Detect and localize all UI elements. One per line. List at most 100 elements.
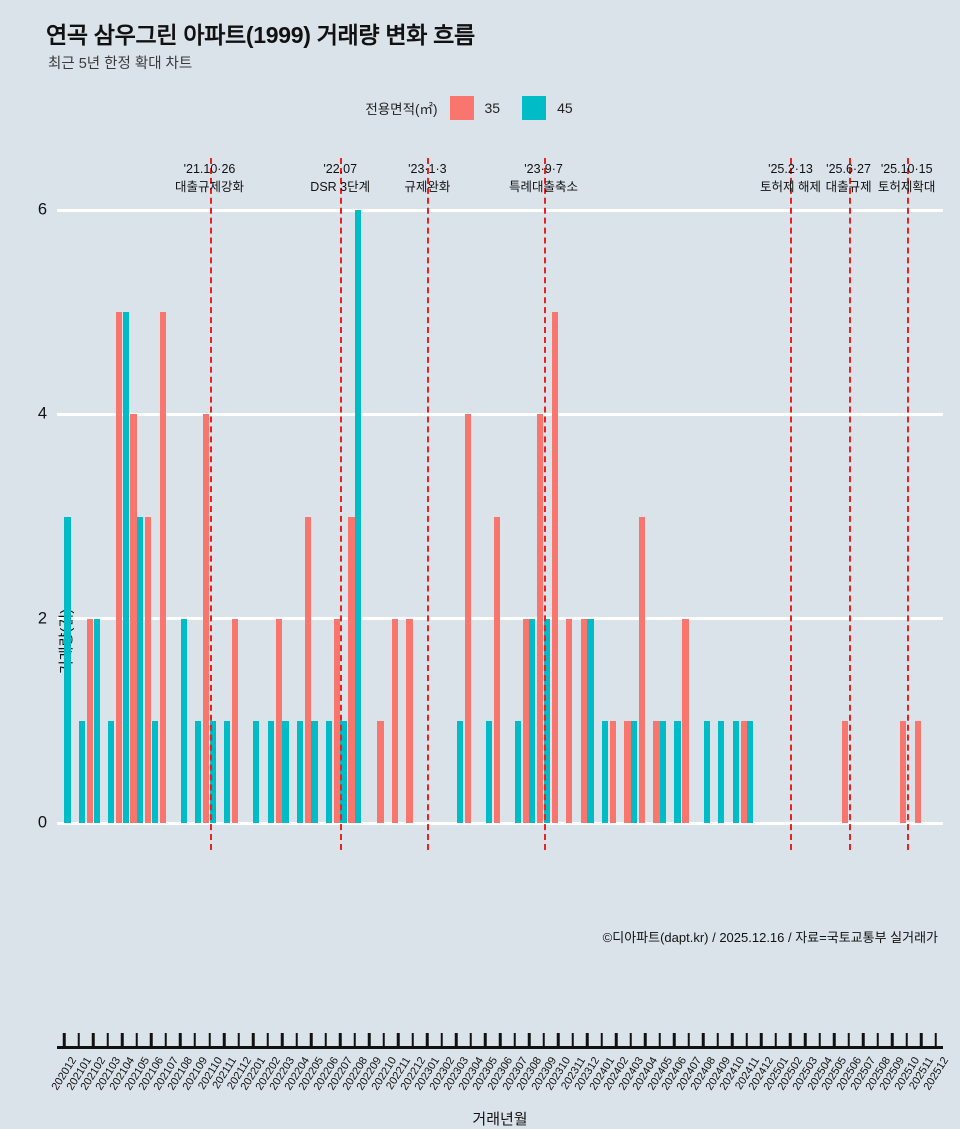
bar-202207-35[interactable] [333, 618, 341, 823]
bar-202306-35[interactable] [493, 516, 500, 823]
x-axis-tick [585, 1033, 589, 1049]
event-date: '23·1·3 [408, 162, 447, 176]
bar-202206-45[interactable] [325, 720, 333, 823]
bar-202403-45[interactable] [630, 720, 638, 823]
legend-swatch-35-icon [449, 96, 474, 120]
bar-202309-45[interactable] [543, 618, 550, 823]
bar-202404-35[interactable] [638, 516, 646, 823]
x-axis-tick [397, 1033, 400, 1049]
bar-202202-45[interactable] [267, 720, 274, 823]
x-axis-tick [382, 1033, 386, 1049]
x-axis-tick [368, 1033, 371, 1049]
bar-202308-35[interactable] [522, 618, 529, 823]
bar-202407-35[interactable] [682, 618, 689, 823]
x-axis-title: 거래년월 [472, 1111, 528, 1128]
event-label-202506: '25.6·27 대출규제 [826, 160, 872, 196]
legend-item-45[interactable]: 45 [522, 96, 573, 120]
gridline [57, 821, 943, 825]
bar-202205-45[interactable] [311, 720, 318, 823]
bar-202107-35[interactable] [159, 312, 166, 823]
x-axis-tick [353, 1033, 356, 1049]
x-axis-tick [150, 1033, 153, 1049]
x-axis-tick [760, 1033, 763, 1049]
x-axis-tick [687, 1033, 691, 1049]
bar-202112-35[interactable] [232, 618, 239, 823]
bar-202108-45[interactable] [180, 618, 187, 823]
x-axis-tick [556, 1033, 560, 1049]
bar-202210-35[interactable] [377, 720, 384, 823]
event-name: 규제완화 [404, 180, 451, 194]
bar-202405-45[interactable] [659, 720, 667, 823]
bar-202409-45[interactable] [718, 720, 725, 823]
bar-202111-45[interactable] [224, 720, 231, 823]
bar-202405-35[interactable] [653, 720, 660, 823]
bar-202312-45[interactable] [587, 618, 594, 823]
bar-202201-45[interactable] [253, 720, 260, 823]
bar-202411-45[interactable] [747, 720, 754, 823]
x-axis-tick [77, 1033, 81, 1049]
bar-202406-45[interactable] [674, 720, 681, 823]
x-axis-tick [629, 1033, 632, 1049]
bar-202207-45[interactable] [340, 720, 347, 823]
footer-credit: ©디아파트(dapt.kr) / 2025.12.16 / 자료=국토교통부 실… [602, 930, 938, 945]
bar-202402-35[interactable] [609, 720, 616, 823]
x-axis-tick [121, 1033, 124, 1049]
bar-202101-45[interactable] [78, 720, 86, 823]
bar-202109-45[interactable] [195, 720, 202, 823]
bar-202312-35[interactable] [580, 618, 587, 823]
bar-202303-45[interactable] [456, 720, 463, 823]
y-axis-tick-label: 6 [37, 200, 47, 219]
bar-202105-45[interactable] [137, 516, 144, 823]
bar-202311-35[interactable] [566, 618, 573, 823]
bar-202203-35[interactable] [275, 618, 282, 823]
bar-202307-45[interactable] [514, 720, 521, 823]
bar-202106-35[interactable] [145, 516, 152, 823]
bar-202012-45[interactable] [64, 516, 71, 823]
x-axis-tick [527, 1033, 531, 1049]
bar-202305-45[interactable] [485, 720, 492, 823]
bar-202103-45[interactable] [108, 720, 115, 823]
bar-202411-35[interactable] [740, 720, 747, 823]
bar-202105-35[interactable] [130, 414, 137, 823]
bar-202408-45[interactable] [703, 720, 710, 823]
bar-202204-45[interactable] [296, 720, 304, 823]
bar-202308-45[interactable] [529, 618, 536, 823]
bar-202104-45[interactable] [122, 312, 129, 823]
legend-label-45: 45 [557, 100, 573, 116]
legend-label-35: 35 [484, 100, 501, 116]
bar-202110-35[interactable] [203, 414, 210, 823]
bar-202403-35[interactable] [624, 720, 631, 823]
x-axis-tick [905, 1033, 908, 1049]
bar-202102-35[interactable] [86, 618, 94, 823]
bar-202410-45[interactable] [732, 720, 739, 823]
bar-202510-35[interactable] [900, 720, 907, 823]
bar-202211-35[interactable] [391, 618, 399, 823]
bar-202203-45[interactable] [282, 720, 289, 823]
bar-202511-35[interactable] [914, 720, 921, 823]
bar-202506-35[interactable] [842, 720, 849, 823]
gridline [57, 617, 943, 621]
event-line-202506 [848, 158, 851, 850]
x-axis-tick [193, 1033, 197, 1049]
bar-202304-35[interactable] [464, 414, 471, 823]
event-line-202207 [340, 158, 343, 850]
bar-202102-45[interactable] [93, 618, 100, 823]
x-axis-tick [643, 1033, 647, 1049]
bar-202110-45[interactable] [209, 720, 216, 823]
legend-item-35[interactable]: 35 [449, 96, 501, 120]
bar-202208-35[interactable] [348, 516, 355, 823]
bar-202104-35[interactable] [115, 312, 123, 823]
x-axis-tick [600, 1033, 603, 1049]
x-axis-tick [179, 1033, 182, 1049]
bar-202106-45[interactable] [151, 720, 158, 823]
bar-202205-35[interactable] [304, 516, 311, 823]
bar-202310-35[interactable] [551, 312, 558, 823]
x-axis-tick [469, 1033, 473, 1049]
bar-202208-45[interactable] [354, 210, 362, 823]
bar-202401-45[interactable] [601, 720, 609, 823]
bar-202309-35[interactable] [537, 414, 544, 823]
bar-202212-35[interactable] [406, 618, 413, 823]
x-axis-tick [208, 1033, 211, 1049]
x-axis-tick [498, 1033, 502, 1049]
x-axis-tick [876, 1033, 879, 1049]
